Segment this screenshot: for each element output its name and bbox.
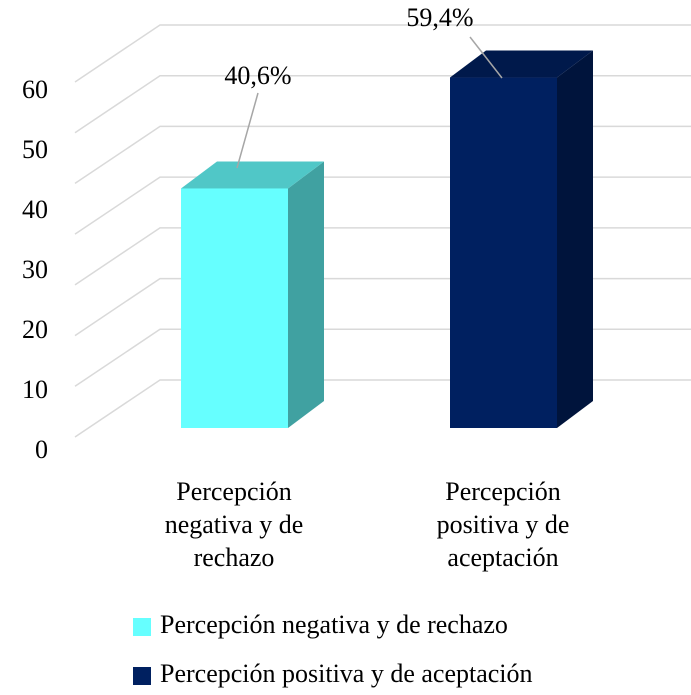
bar-top bbox=[181, 161, 324, 189]
bar-side bbox=[288, 161, 324, 428]
y-tick-label: 0 bbox=[35, 435, 48, 464]
grid-line bbox=[74, 74, 691, 134]
bar bbox=[181, 188, 288, 428]
grid-line bbox=[74, 227, 691, 286]
legend-label: Percepción positiva y de aceptación bbox=[160, 659, 533, 688]
x-tick-label: Percepción positiva y de aceptación bbox=[436, 477, 570, 572]
grid-line bbox=[74, 176, 691, 235]
y-tick-label: 50 bbox=[22, 135, 48, 164]
value-label: 40,6% bbox=[224, 61, 291, 90]
grid-line bbox=[74, 125, 691, 185]
y-tick-label: 30 bbox=[22, 255, 48, 284]
y-tick-label: 60 bbox=[22, 75, 48, 104]
y-tick-label: 20 bbox=[22, 315, 48, 344]
bar-side bbox=[557, 50, 593, 428]
y-tick-label: 40 bbox=[22, 195, 48, 224]
grid-line bbox=[74, 277, 691, 337]
legend-label: Percepción negativa y de rechazo bbox=[160, 610, 508, 639]
legend-swatch bbox=[133, 667, 151, 685]
grid-line bbox=[74, 328, 691, 387]
x-tick-label: Percepción negativa y de rechazo bbox=[164, 477, 304, 572]
y-tick-label: 10 bbox=[22, 375, 48, 404]
grid-line bbox=[74, 379, 691, 438]
value-label: 59,4% bbox=[406, 3, 473, 32]
bar bbox=[450, 77, 557, 428]
legend-swatch bbox=[133, 618, 151, 636]
label-leader bbox=[236, 92, 259, 169]
grid-line bbox=[74, 24, 691, 83]
label-leader bbox=[469, 36, 503, 79]
